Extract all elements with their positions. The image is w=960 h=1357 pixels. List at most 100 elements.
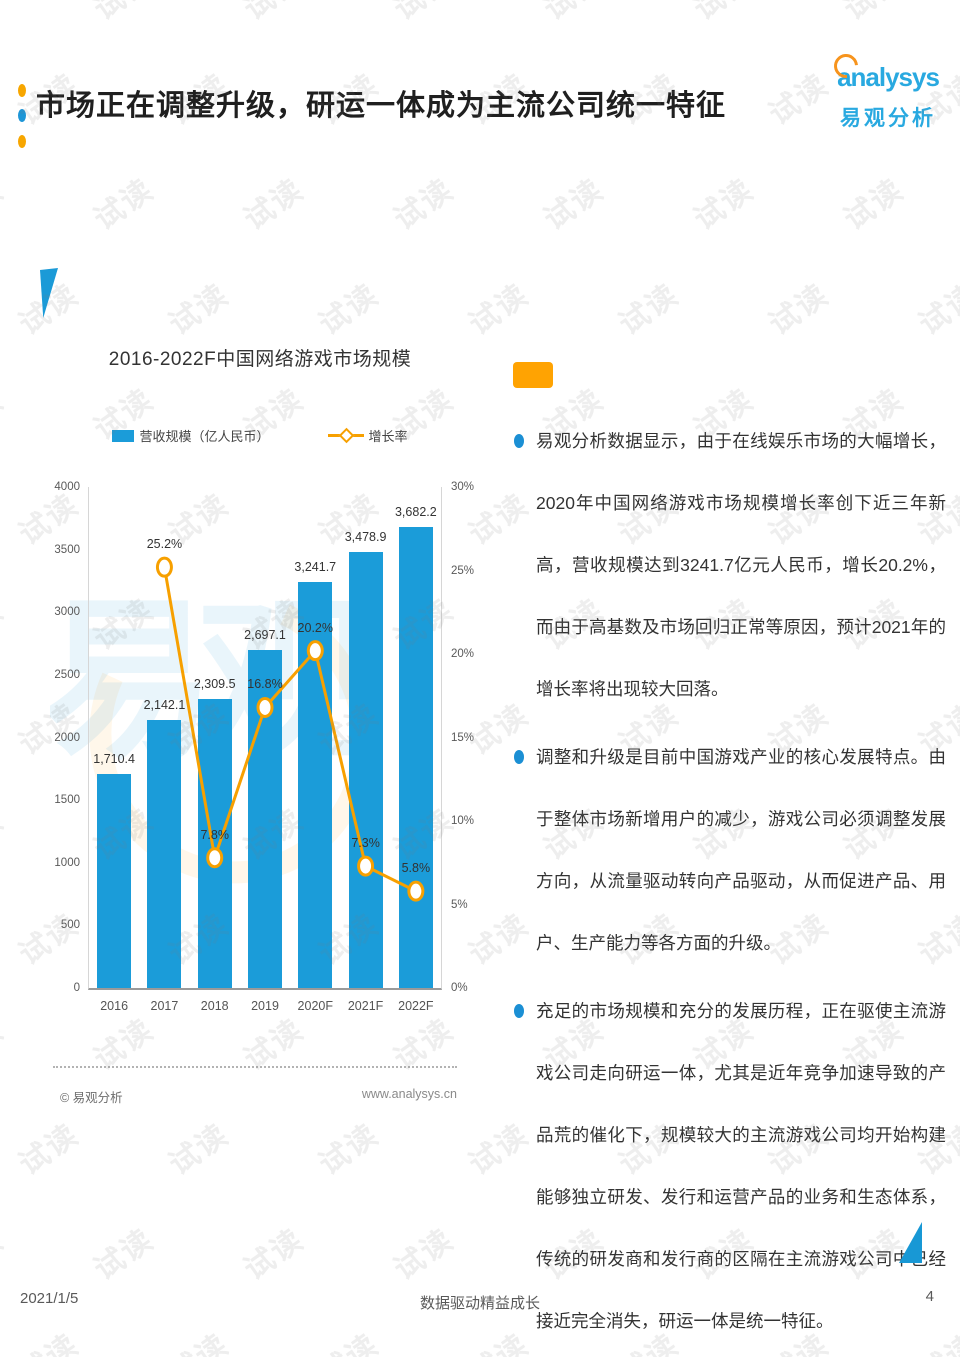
- watermark-text: 试读: [13, 1117, 85, 1182]
- y-axis-right-tick: 20%: [451, 648, 475, 660]
- x-axis-tick: 2019: [251, 999, 279, 1013]
- watermark-text: 试读: [383, 0, 461, 28]
- line-marker-icon: [306, 640, 324, 662]
- section-accent-chip: [513, 362, 553, 388]
- bar-2018: [197, 698, 232, 988]
- watermark-text: 试读: [913, 277, 960, 342]
- footer-page-number: 4: [925, 1288, 934, 1305]
- chart-title: 2016-2022F中国网络游戏市场规模: [108, 349, 412, 370]
- watermark-text: 试读: [0, 382, 10, 447]
- y-axis-right-tick: 10%: [451, 815, 475, 827]
- insight-bullets: 易观分析数据显示，由于在线娱乐市场的大幅增长，2020年中国网络游戏市场规模增长…: [514, 410, 946, 1357]
- x-axis-tick: 2021F: [347, 999, 384, 1013]
- watermark-text: 试读: [688, 172, 760, 237]
- logo-brand-cn: 易观分析: [840, 107, 936, 130]
- line-marker-icon: [407, 880, 425, 902]
- watermark-text: 试读: [533, 0, 611, 28]
- bar-2017: [147, 719, 182, 988]
- line-marker-icon: [155, 556, 173, 578]
- growth-value-label: 7.8%: [200, 827, 229, 842]
- growth-value-label: 20.2%: [297, 620, 334, 635]
- watermark-text: 试读: [88, 172, 160, 237]
- bar-value-label: 2,142.1: [143, 697, 186, 712]
- watermark-text: 试读: [838, 172, 910, 237]
- watermark-text: 试读: [0, 802, 10, 867]
- x-axis-tick: 2018: [200, 999, 229, 1013]
- y-axis-left-tick: 3000: [54, 606, 80, 619]
- watermark-text: 试读: [163, 277, 235, 342]
- footer-slogan: 数据驱动精益成长: [419, 1295, 540, 1312]
- line-legend-swatch-icon: [327, 427, 364, 444]
- watermark-text: 试读: [0, 592, 10, 657]
- watermark-text: 试读: [0, 1012, 10, 1077]
- bar-value-label: 3,241.7: [294, 559, 337, 574]
- page-title: 市场正在调整升级，研运一体成为主流公司统一特征: [36, 90, 727, 122]
- bar-value-label: 3,478.9: [344, 530, 387, 545]
- accent-dot-icon: [18, 84, 26, 97]
- line-marker-icon: [206, 847, 224, 869]
- y-axis-left-tick: 4000: [54, 481, 80, 493]
- analysys-logo: analysys 易观分析: [829, 49, 944, 132]
- chart-source: © 易观分析: [60, 1091, 123, 1105]
- bar-value-label: 3,682.2: [394, 504, 437, 519]
- chart-plot-area: 0 500 1000 1500 2000 2500 3000 3500 4000 0% 5% 10% 1…: [54, 481, 474, 1013]
- bullet-paragraph: 易观分析数据显示，由于在线娱乐市场的大幅增长，2020年中国网络游戏市场规模增长…: [514, 410, 946, 720]
- legend-item-growth: 增长率: [327, 426, 408, 445]
- watermark-text: 试读: [8, 1321, 86, 1357]
- accent-dot-icon: [18, 135, 26, 148]
- y-axis-right-tick: 30%: [451, 481, 475, 493]
- line-marker-icon: [256, 696, 274, 718]
- watermark-text: 试读: [158, 1321, 236, 1357]
- watermark-text: 试读: [613, 277, 685, 342]
- bullet-paragraph: 充足的市场规模和充分的发展历程，正在驱使主流游戏公司走向研运一体，尤其是近年竞争…: [514, 980, 946, 1352]
- watermark-text: 试读: [463, 277, 535, 342]
- x-axis-tick: 2022F: [398, 999, 434, 1013]
- watermark-text: 试读: [0, 172, 10, 237]
- legend-label: 增长率: [368, 429, 408, 444]
- legend-item-revenue: 营收规模（亿人民币）: [112, 426, 270, 445]
- bullet-dot-icon: [514, 1004, 524, 1018]
- bar-2021F: [348, 552, 383, 988]
- watermark-text: 试读: [83, 0, 161, 28]
- y-axis-left-tick: 0: [73, 982, 80, 994]
- watermark-text: 试读: [308, 1321, 386, 1357]
- logo-wordmark: analysys: [829, 49, 940, 92]
- growth-value-label: 5.8%: [401, 861, 431, 876]
- y-axis-right-tick: 15%: [451, 731, 475, 744]
- bullet-text: 调整和升级是目前中国游戏产业的核心发展特点。由于整体市场新增用户的减少，游戏公司…: [536, 747, 946, 953]
- growth-value-label: 7.3%: [351, 836, 380, 851]
- footer-date: 2021/1/5: [20, 1290, 79, 1307]
- bar-value-label: 1,710.4: [93, 751, 135, 766]
- bar-2022F: [398, 526, 433, 988]
- watermark-text: 试读: [0, 0, 11, 28]
- bar-value-label: 2,697.1: [244, 628, 286, 643]
- chart-website: www.analysys.cn: [361, 1087, 457, 1101]
- watermark-text: 试读: [388, 172, 460, 237]
- legend-label: 营收规模（亿人民币）: [139, 429, 270, 444]
- bar-value-label: 2,309.5: [193, 676, 236, 691]
- title-accent-dots: [18, 84, 28, 154]
- watermark-text: 试读: [833, 0, 911, 28]
- bar-2016: [97, 773, 132, 988]
- watermark-text: 试读: [238, 172, 310, 237]
- watermark-text: 试读: [683, 0, 761, 28]
- y-axis-left-tick: 2000: [54, 731, 80, 744]
- bullet-paragraph: 调整和升级是目前中国游戏产业的核心发展特点。由于整体市场新增用户的减少，游戏公司…: [514, 726, 946, 974]
- x-axis-tick: 2017: [150, 999, 179, 1013]
- watermark-text: 试读: [0, 1222, 10, 1287]
- y-axis-left-tick: 3500: [54, 543, 80, 556]
- x-axis-tick: 2020F: [297, 999, 334, 1013]
- y-axis-right-tick: 5%: [451, 898, 468, 911]
- watermark-text: 试读: [313, 1117, 385, 1182]
- bullet-text: 充足的市场规模和充分的发展历程，正在驱使主流游戏公司走向研运一体，尤其是近年竞争…: [536, 1001, 946, 1331]
- chart-divider: [53, 1066, 457, 1068]
- line-marker-icon: [357, 855, 375, 877]
- y-axis-left-tick: 1000: [54, 856, 80, 869]
- growth-value-label: 16.8%: [247, 677, 283, 692]
- logo-brand-en: analysys: [837, 62, 940, 92]
- watermark-text: 试读: [763, 277, 835, 342]
- bar-legend-swatch-icon: [112, 429, 135, 442]
- y-axis-left-tick: 1500: [54, 794, 80, 807]
- growth-value-label: 25.2%: [146, 537, 183, 552]
- watermark-text: 试读: [538, 172, 610, 237]
